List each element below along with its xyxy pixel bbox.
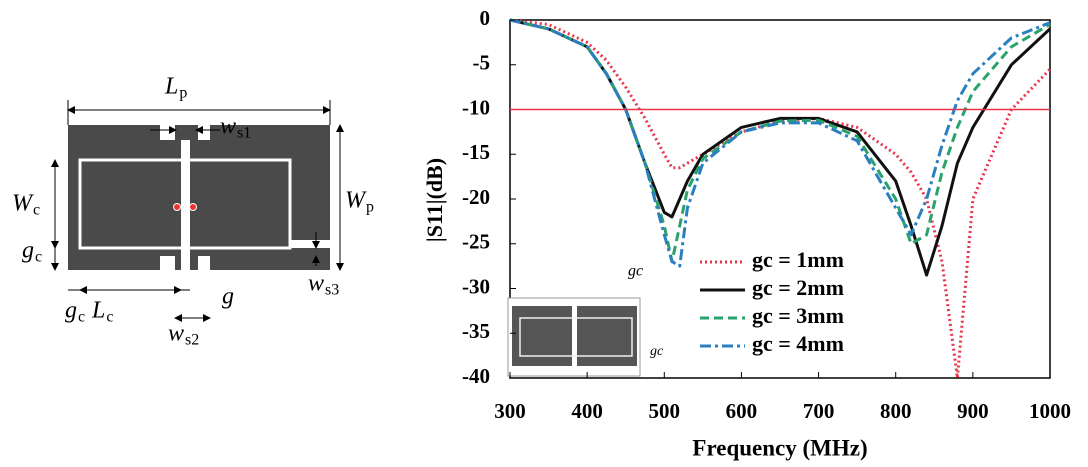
dim-label: w (220, 114, 236, 140)
x-tick-label: 300 (494, 399, 526, 423)
side-slot (290, 240, 330, 248)
dim-label: L (91, 298, 105, 324)
inset-photo (507, 297, 641, 377)
dim-label-sub: p (179, 85, 187, 102)
y-tick-label: -25 (462, 230, 490, 254)
y-tick-label: -5 (473, 51, 491, 75)
dim-label-sub: c (78, 309, 85, 326)
y-tick-label: 0 (480, 6, 491, 30)
x-tick-label: 500 (649, 399, 681, 423)
series-line (510, 18, 1051, 380)
dim-label: w (168, 321, 184, 347)
x-axis-label: Frequency (MHz) (692, 435, 867, 460)
legend-label: gc = 4mm (752, 331, 844, 356)
x-tick-label: 900 (957, 399, 989, 423)
dim-label-sub: s3 (325, 282, 339, 299)
y-tick-label: -30 (462, 274, 490, 298)
dim-label: w (308, 271, 324, 297)
y-tick-label: -35 (462, 319, 490, 343)
dim-label: g (65, 298, 77, 324)
legend-label: gc = 3mm (752, 303, 844, 328)
dim-label: L (164, 74, 178, 100)
y-tick-label: -15 (462, 140, 490, 164)
legend-label: gc = 2mm (752, 275, 844, 300)
series-line (510, 18, 1051, 268)
dim-label-sub: c (106, 309, 113, 326)
y-axis-label: |S11|(dB) (422, 158, 447, 242)
y-tick-label: -10 (462, 95, 490, 119)
dim-label-sub: s2 (185, 332, 199, 349)
antenna-diagram (51, 100, 344, 322)
dim-label: g (22, 238, 34, 264)
dim-label: W (12, 191, 34, 217)
plot-area (510, 18, 1051, 380)
x-tick-label: 1000 (1029, 399, 1071, 423)
dim-label-sub: c (35, 249, 42, 266)
inset-label: gc (628, 263, 643, 280)
x-tick-label: 400 (571, 399, 603, 423)
feed-point (173, 203, 181, 211)
x-tick-label: 800 (880, 399, 912, 423)
dim-label: g (222, 284, 234, 310)
dim-label: W (345, 188, 367, 214)
dim-label-sub: p (366, 199, 374, 216)
x-tick-label: 600 (726, 399, 758, 423)
dim-label-sub: c (33, 202, 40, 219)
y-tick-label: -20 (462, 185, 490, 209)
feed-point (189, 203, 197, 211)
dim-label-sub: s1 (237, 125, 251, 142)
series-line (510, 18, 1051, 264)
y-tick-label: -40 (462, 364, 490, 388)
center-gap (181, 140, 190, 270)
legend-label: gc = 1mm (752, 247, 844, 272)
inset-label: gc (650, 344, 664, 359)
x-tick-label: 700 (803, 399, 835, 423)
